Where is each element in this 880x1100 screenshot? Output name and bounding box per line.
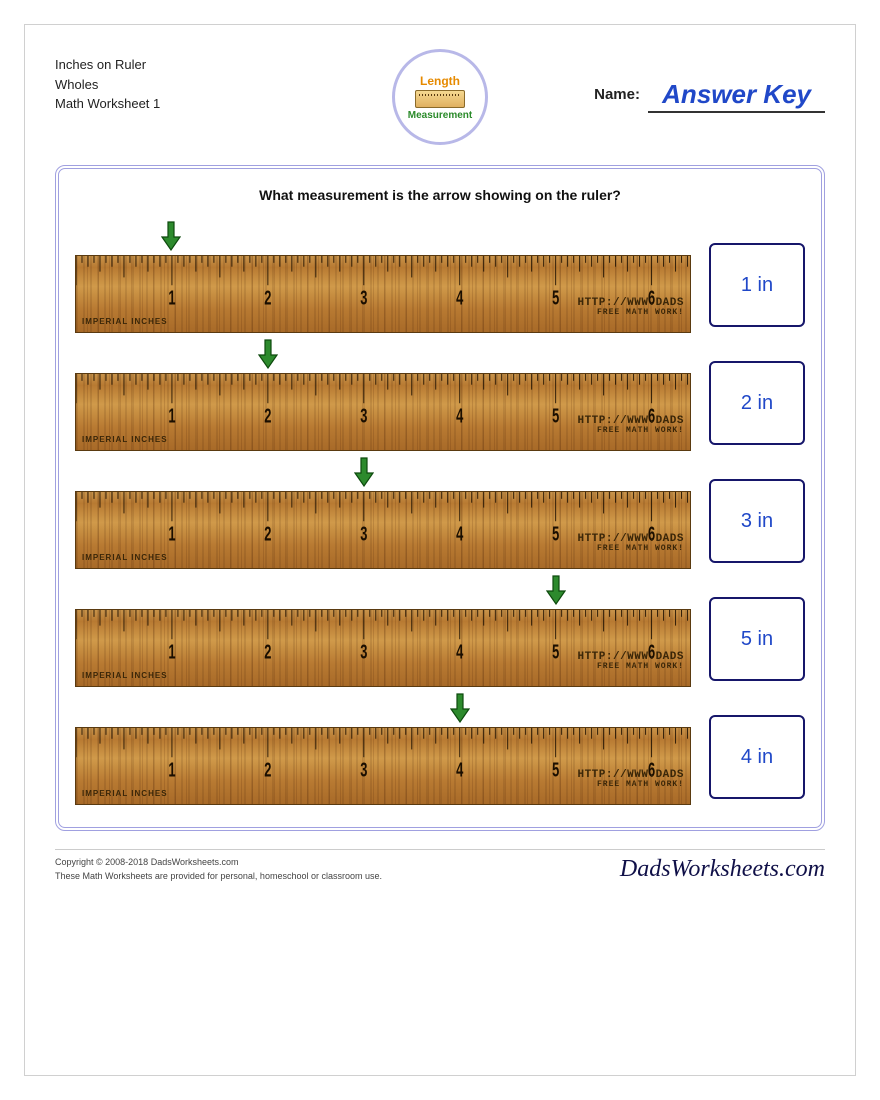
svg-text:3: 3 [360, 641, 367, 664]
ruler-icon [415, 90, 465, 108]
length-measurement-badge: Length Measurement [392, 49, 488, 145]
ruler-imperial-label: IMPERIAL INCHES [82, 671, 168, 680]
svg-text:1: 1 [168, 759, 176, 782]
ruler-container: 123456HTTP://WWW.DADSFREE MATH WORK!IMPE… [75, 221, 691, 333]
svg-text:3: 3 [360, 759, 367, 782]
arrow-icon [546, 575, 566, 605]
svg-text:5: 5 [552, 641, 560, 664]
worksheet-page: Inches on Ruler Wholes Math Worksheet 1 … [24, 24, 856, 1076]
svg-text:2: 2 [264, 641, 271, 664]
title-block: Inches on Ruler Wholes Math Worksheet 1 [55, 55, 160, 114]
ruler-ticks: 123456 [76, 610, 690, 686]
svg-text:4: 4 [456, 641, 464, 664]
copyright-text: Copyright © 2008-2018 DadsWorksheets.com [55, 856, 382, 870]
header: Inches on Ruler Wholes Math Worksheet 1 … [55, 55, 825, 165]
svg-text:3: 3 [360, 287, 367, 310]
arrow-icon [450, 693, 470, 723]
problem-row: 123456HTTP://WWW.DADSFREE MATH WORK!IMPE… [75, 221, 805, 333]
title-line-2: Wholes [55, 75, 160, 95]
answer-key-text: Answer Key [648, 79, 825, 113]
ruler-container: 123456HTTP://WWW.DADSFREE MATH WORK!IMPE… [75, 575, 691, 687]
question-text: What measurement is the arrow showing on… [75, 187, 805, 203]
ruler-imperial-label: IMPERIAL INCHES [82, 553, 168, 562]
ruler: 123456HTTP://WWW.DADSFREE MATH WORK!IMPE… [75, 491, 691, 569]
ruler-brand-text: HTTP://WWW.DADSFREE MATH WORK! [577, 533, 684, 554]
answer-box: 1 in [709, 243, 805, 327]
svg-text:5: 5 [552, 287, 560, 310]
problem-row: 123456HTTP://WWW.DADSFREE MATH WORK!IMPE… [75, 575, 805, 687]
svg-text:1: 1 [168, 641, 176, 664]
ruler-brand-text: HTTP://WWW.DADSFREE MATH WORK! [577, 651, 684, 672]
ruler: 123456HTTP://WWW.DADSFREE MATH WORK!IMPE… [75, 255, 691, 333]
problem-row: 123456HTTP://WWW.DADSFREE MATH WORK!IMPE… [75, 693, 805, 805]
svg-text:5: 5 [552, 523, 560, 546]
problem-rows: 123456HTTP://WWW.DADSFREE MATH WORK!IMPE… [75, 221, 805, 805]
problem-row: 123456HTTP://WWW.DADSFREE MATH WORK!IMPE… [75, 339, 805, 451]
svg-text:4: 4 [456, 405, 464, 428]
svg-text:5: 5 [552, 405, 560, 428]
name-field: Name: Answer Key [594, 75, 825, 106]
svg-text:4: 4 [456, 287, 464, 310]
ruler-brand-text: HTTP://WWW.DADSFREE MATH WORK! [577, 415, 684, 436]
svg-text:2: 2 [264, 287, 271, 310]
ruler-brand-text: HTTP://WWW.DADSFREE MATH WORK! [577, 769, 684, 790]
ruler-ticks: 123456 [76, 728, 690, 804]
arrow-icon [161, 221, 181, 251]
footer-note: These Math Worksheets are provided for p… [55, 870, 382, 884]
content-frame: What measurement is the arrow showing on… [55, 165, 825, 831]
svg-text:1: 1 [168, 405, 176, 428]
svg-text:3: 3 [360, 405, 367, 428]
answer-box: 4 in [709, 715, 805, 799]
badge-bottom-label: Measurement [408, 110, 472, 121]
svg-text:2: 2 [264, 523, 271, 546]
footer-copy: Copyright © 2008-2018 DadsWorksheets.com… [55, 856, 382, 883]
svg-text:2: 2 [264, 759, 271, 782]
svg-text:4: 4 [456, 759, 464, 782]
answer-box: 5 in [709, 597, 805, 681]
answer-box: 3 in [709, 479, 805, 563]
ruler: 123456HTTP://WWW.DADSFREE MATH WORK!IMPE… [75, 373, 691, 451]
svg-text:2: 2 [264, 405, 271, 428]
ruler-imperial-label: IMPERIAL INCHES [82, 435, 168, 444]
footer: Copyright © 2008-2018 DadsWorksheets.com… [55, 849, 825, 883]
title-line-3: Math Worksheet 1 [55, 94, 160, 114]
problem-row: 123456HTTP://WWW.DADSFREE MATH WORK!IMPE… [75, 457, 805, 569]
ruler-container: 123456HTTP://WWW.DADSFREE MATH WORK!IMPE… [75, 457, 691, 569]
name-label: Name: [594, 86, 640, 103]
svg-text:3: 3 [360, 523, 367, 546]
svg-text:4: 4 [456, 523, 464, 546]
svg-text:1: 1 [168, 523, 176, 546]
ruler-imperial-label: IMPERIAL INCHES [82, 317, 168, 326]
ruler-brand-text: HTTP://WWW.DADSFREE MATH WORK! [577, 297, 684, 318]
ruler-ticks: 123456 [76, 492, 690, 568]
badge-top-label: Length [420, 74, 460, 88]
site-logo: DadsWorksheets.com [620, 856, 825, 883]
arrow-icon [354, 457, 374, 487]
svg-text:1: 1 [168, 287, 176, 310]
ruler-ticks: 123456 [76, 374, 690, 450]
ruler: 123456HTTP://WWW.DADSFREE MATH WORK!IMPE… [75, 727, 691, 805]
ruler-ticks: 123456 [76, 256, 690, 332]
ruler-container: 123456HTTP://WWW.DADSFREE MATH WORK!IMPE… [75, 693, 691, 805]
ruler: 123456HTTP://WWW.DADSFREE MATH WORK!IMPE… [75, 609, 691, 687]
title-line-1: Inches on Ruler [55, 55, 160, 75]
ruler-imperial-label: IMPERIAL INCHES [82, 789, 168, 798]
arrow-icon [258, 339, 278, 369]
ruler-container: 123456HTTP://WWW.DADSFREE MATH WORK!IMPE… [75, 339, 691, 451]
svg-text:5: 5 [552, 759, 560, 782]
answer-box: 2 in [709, 361, 805, 445]
